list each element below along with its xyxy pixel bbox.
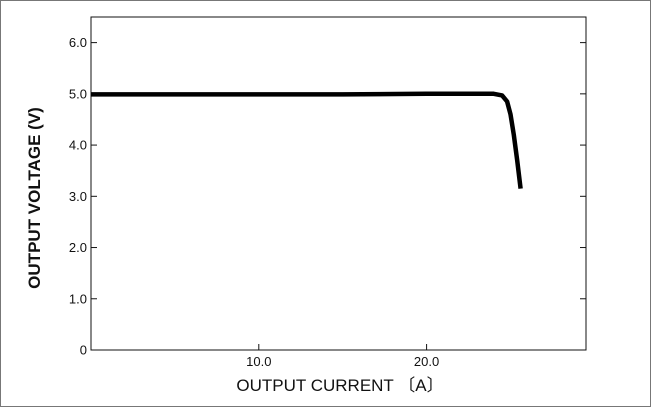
x-tick-label: 20.0 bbox=[414, 354, 439, 369]
y-tick-label: 4.0 bbox=[69, 138, 87, 153]
y-tick-label: 6.0 bbox=[69, 35, 87, 50]
series-group bbox=[91, 91, 523, 189]
x-axis-title: OUTPUT CURRENT 〔A〕 bbox=[236, 376, 443, 395]
voltage-curve bbox=[91, 91, 523, 189]
x-tick-label: 10.0 bbox=[246, 354, 271, 369]
plot-area-border bbox=[90, 16, 587, 351]
axes-group bbox=[90, 16, 587, 351]
y-tick-label: 0 bbox=[80, 343, 87, 358]
ticks-group: 0 1.0 2.0 3.0 4.0 5.0 6.0 10.0 20.0 bbox=[69, 35, 586, 369]
y-tick-label: 2.0 bbox=[69, 240, 87, 255]
y-tick-label: 1.0 bbox=[69, 291, 87, 306]
y-tick-label: 3.0 bbox=[69, 189, 87, 204]
y-axis-title: OUTPUT VOLTAGE (V) bbox=[25, 107, 44, 289]
y-tick-label: 5.0 bbox=[69, 86, 87, 101]
